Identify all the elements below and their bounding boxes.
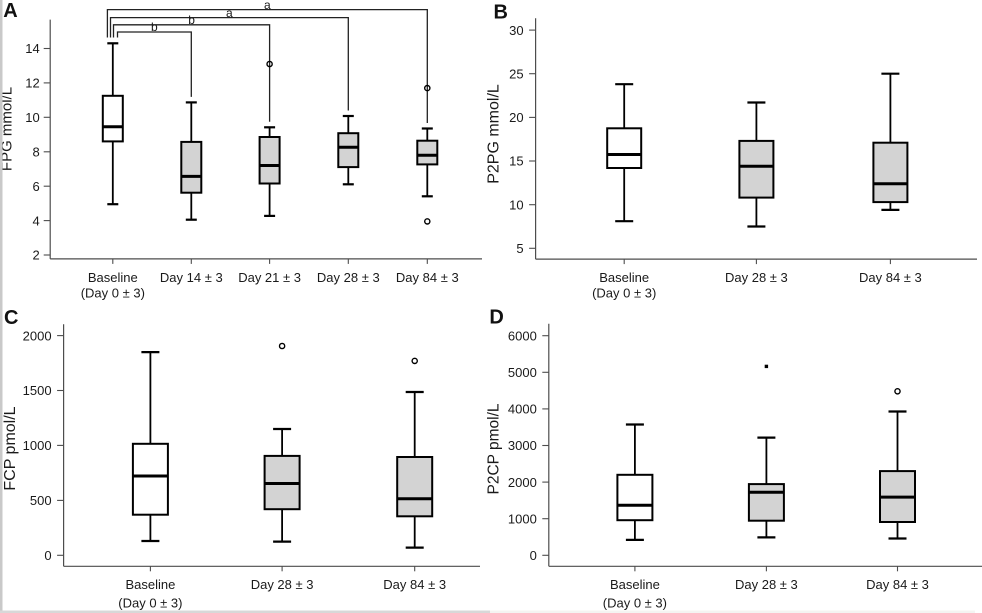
svg-text:4: 4: [32, 213, 39, 228]
svg-text:Baseline: Baseline: [610, 577, 660, 592]
svg-text:6000: 6000: [508, 328, 537, 343]
svg-text:10: 10: [25, 110, 39, 125]
svg-text:500: 500: [30, 493, 52, 508]
svg-text:P2PG mmol/L: P2PG mmol/L: [486, 84, 503, 184]
svg-text:Baseline: Baseline: [125, 577, 175, 592]
svg-text:A: A: [3, 0, 17, 22]
svg-text:0: 0: [44, 548, 51, 563]
svg-text:P2CP pmol/L: P2CP pmol/L: [486, 403, 503, 494]
svg-text:B: B: [494, 2, 508, 24]
svg-text:(Day 0 ± 3): (Day 0 ± 3): [81, 285, 145, 300]
svg-text:5: 5: [516, 241, 523, 256]
svg-text:b: b: [151, 20, 158, 34]
svg-text:(Day 0 ± 3): (Day 0 ± 3): [592, 286, 656, 301]
svg-text:5000: 5000: [508, 365, 537, 380]
svg-text:Day 84 ± 3: Day 84 ± 3: [859, 270, 922, 285]
svg-text:4000: 4000: [508, 402, 537, 417]
svg-text:(Day 0 ± 3): (Day 0 ± 3): [118, 596, 182, 611]
svg-text:8: 8: [32, 145, 39, 160]
svg-text:2: 2: [32, 248, 39, 263]
svg-text:Day 21 ± 3: Day 21 ± 3: [238, 270, 301, 285]
svg-text:12: 12: [25, 76, 39, 91]
svg-text:C: C: [4, 307, 18, 329]
svg-text:Day 28 ± 3: Day 28 ± 3: [735, 577, 798, 592]
svg-text:25: 25: [509, 66, 523, 81]
svg-text:(Day 0 ± 3): (Day 0 ± 3): [603, 596, 667, 611]
svg-text:Day 28 ± 3: Day 28 ± 3: [725, 270, 788, 285]
svg-text:Day 84 ± 3: Day 84 ± 3: [383, 577, 446, 592]
svg-text:1500: 1500: [23, 383, 52, 398]
svg-text:10: 10: [509, 197, 523, 212]
svg-text:3000: 3000: [508, 438, 537, 453]
svg-text:14: 14: [25, 41, 39, 56]
svg-text:30: 30: [509, 23, 523, 38]
svg-text:FPG mmol/L: FPG mmol/L: [0, 87, 16, 171]
svg-text:Day 84 ± 3: Day 84 ± 3: [396, 270, 459, 285]
svg-text:0: 0: [530, 548, 537, 563]
svg-text:2000: 2000: [508, 475, 537, 490]
svg-text:Day 28 ± 3: Day 28 ± 3: [317, 270, 380, 285]
svg-text:FCP pmol/L: FCP pmol/L: [2, 406, 19, 490]
svg-text:Baseline: Baseline: [88, 270, 138, 285]
svg-text:2000: 2000: [23, 328, 52, 343]
svg-text:Day 84 ± 3: Day 84 ± 3: [866, 577, 929, 592]
svg-text:D: D: [489, 307, 503, 329]
svg-text:Day 14 ± 3: Day 14 ± 3: [160, 270, 223, 285]
svg-text:1000: 1000: [23, 438, 52, 453]
svg-text:b: b: [188, 13, 195, 27]
svg-text:15: 15: [509, 154, 523, 169]
svg-text:6: 6: [32, 179, 39, 194]
svg-text:20: 20: [509, 110, 523, 125]
svg-text:1000: 1000: [508, 511, 537, 526]
svg-text:Day 28 ± 3: Day 28 ± 3: [251, 577, 314, 592]
svg-text:a: a: [226, 6, 233, 20]
svg-text:a: a: [264, 0, 271, 12]
svg-text:Baseline: Baseline: [599, 270, 649, 285]
